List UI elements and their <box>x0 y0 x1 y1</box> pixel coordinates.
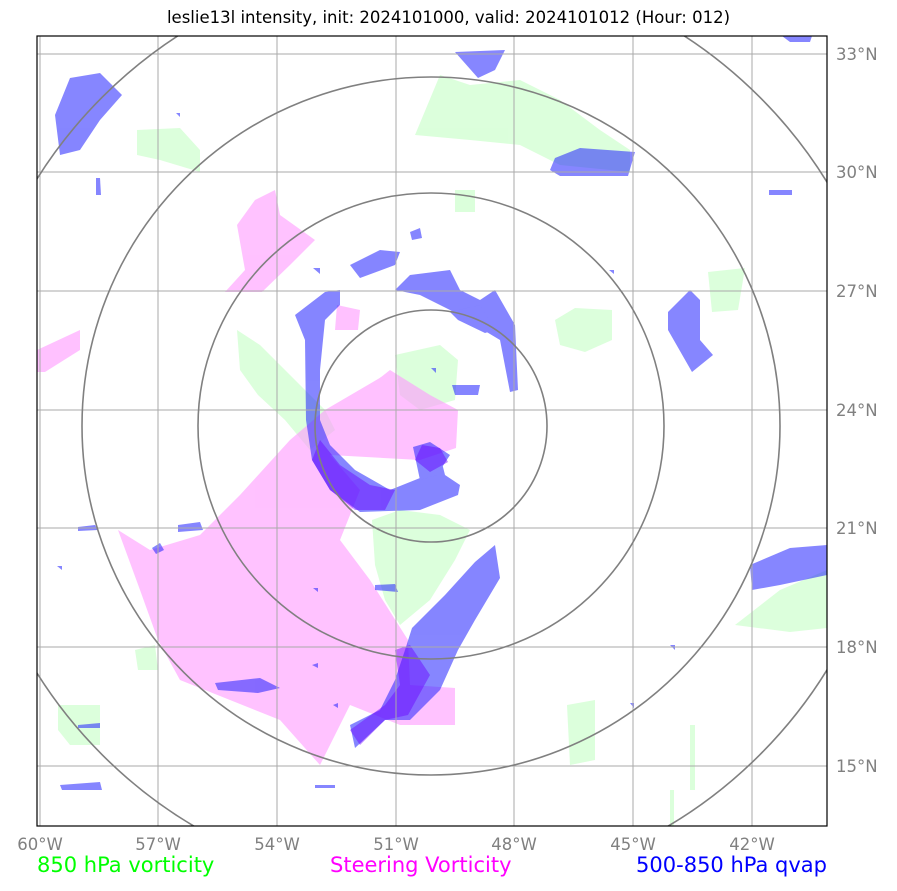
range-ring-3 <box>81 76 781 776</box>
steering-vorticity-field <box>37 190 458 765</box>
lon-label: 42°W <box>729 835 775 854</box>
lat-label: 15°N <box>836 757 878 776</box>
lon-labels: 60°W 57°W 54°W 51°W 48°W 45°W 42°W <box>17 835 775 854</box>
lat-labels: 15°N 18°N 21°N 24°N 27°N 30°N 33°N <box>836 45 878 776</box>
qvap-overlap-field <box>312 440 448 745</box>
lon-label: 51°W <box>373 835 419 854</box>
range-ring-2 <box>197 192 665 660</box>
lon-label: 45°W <box>610 835 656 854</box>
map-frame <box>36 35 828 827</box>
range-ring-1 <box>314 309 548 543</box>
lat-label: 21°N <box>836 519 878 538</box>
lon-label: 54°W <box>254 835 300 854</box>
legend-qvap: 500-850 hPa qvap <box>636 853 827 877</box>
lon-label: 48°W <box>491 835 537 854</box>
lat-label: 30°N <box>836 163 878 182</box>
legend-steering: Steering Vorticity <box>330 853 512 877</box>
lat-label: 18°N <box>836 638 878 657</box>
lon-label: 60°W <box>17 835 63 854</box>
lat-label: 27°N <box>836 282 878 301</box>
lon-label: 57°W <box>135 835 181 854</box>
lat-label: 24°N <box>836 401 878 420</box>
map-title: leslie13l intensity, init: 2024101000, v… <box>166 8 731 27</box>
graticule <box>37 36 827 826</box>
lat-label: 33°N <box>836 45 878 64</box>
legend-vort850: 850 hPa vorticity <box>37 853 215 877</box>
